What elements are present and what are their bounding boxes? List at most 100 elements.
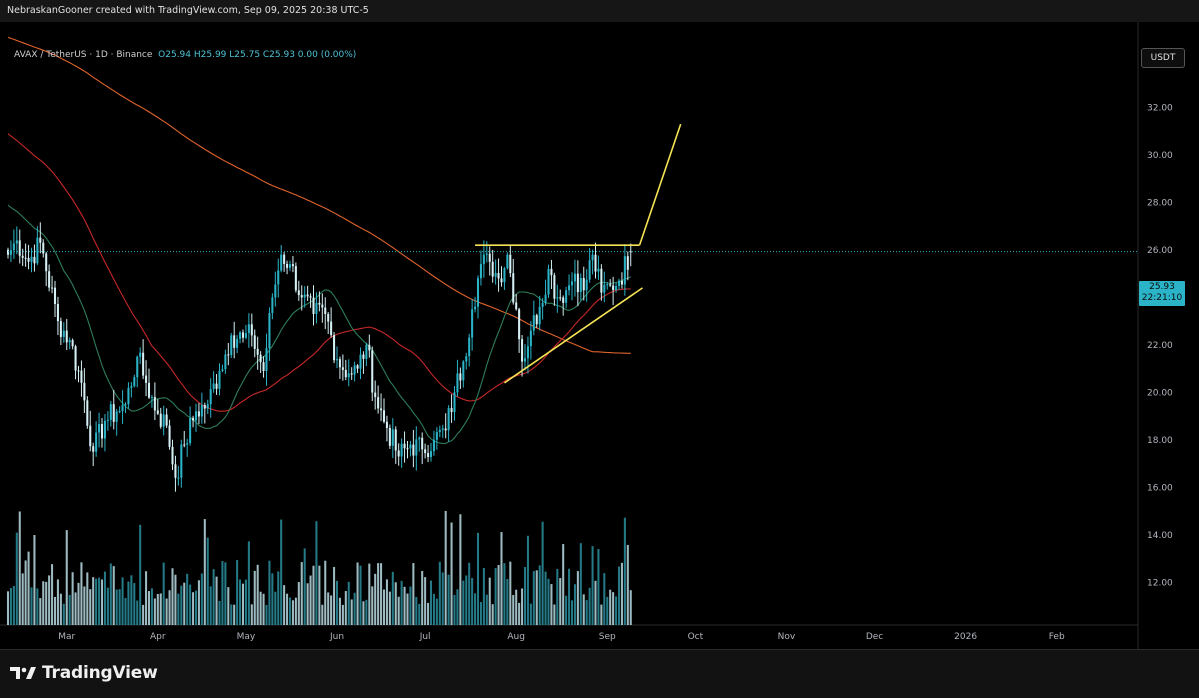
candle-body (491, 261, 494, 277)
candle (606, 282, 609, 290)
volume-bar (315, 521, 318, 625)
candle (523, 344, 527, 371)
candle (115, 408, 118, 436)
volume-bar (465, 575, 468, 625)
volume-bar (600, 604, 603, 625)
volume-bar (92, 577, 95, 625)
volume-bar (333, 566, 336, 625)
volume-bar (353, 592, 356, 625)
volume-bar (192, 592, 195, 625)
candle (212, 371, 215, 393)
volume-bar (535, 570, 538, 625)
volume-bar (377, 563, 380, 625)
volume-bar (291, 600, 294, 625)
volume-bar (89, 589, 92, 625)
candle (236, 335, 239, 354)
volume-bar (283, 585, 286, 625)
candle (303, 286, 306, 308)
candle (33, 244, 36, 272)
candle-body (194, 411, 198, 421)
candle-body (333, 335, 336, 361)
candle (174, 455, 177, 492)
candle (515, 293, 518, 311)
candle (468, 333, 471, 367)
candle (168, 419, 171, 450)
candle-body (218, 370, 221, 389)
candle (503, 266, 506, 290)
candle (565, 286, 568, 309)
candle-body (526, 346, 529, 359)
candle (579, 273, 582, 301)
volume-bar (300, 562, 303, 625)
volume-bar (330, 595, 333, 625)
candle (459, 367, 462, 389)
candle-body (133, 377, 136, 387)
candle (312, 285, 315, 326)
candle (227, 342, 230, 366)
candle (432, 430, 435, 456)
candle (86, 396, 89, 429)
candle-body (594, 254, 597, 272)
chart-svg[interactable]: 34.0032.0030.0028.0026.0024.0022.0020.00… (0, 22, 1199, 649)
volume-bar (133, 583, 136, 625)
candle (488, 246, 491, 276)
candle-body (145, 375, 148, 383)
candle-body (385, 421, 388, 428)
candle (297, 280, 300, 301)
candle-body (356, 365, 359, 369)
candle-body (435, 432, 438, 440)
volume-bar (230, 604, 233, 625)
candle (150, 394, 153, 408)
candle (145, 360, 148, 397)
volume-bar (582, 594, 585, 625)
candle-body (153, 397, 156, 411)
candle-body (239, 332, 242, 339)
volume-bar (479, 601, 482, 625)
candle-body (30, 256, 33, 262)
volume-bar (629, 590, 632, 625)
candle (156, 399, 159, 416)
volume-bar (397, 596, 400, 625)
volume-bar (306, 583, 309, 625)
volume-bar (626, 544, 629, 625)
drawing-trend-line (503, 287, 643, 384)
candle (197, 403, 200, 424)
candle-body (12, 243, 15, 251)
candle (500, 266, 503, 287)
currency-unit-button[interactable]: USDT (1141, 48, 1185, 68)
candle-body (588, 260, 591, 280)
volume-bar (538, 565, 541, 625)
volume-bar (280, 519, 283, 625)
candle-body (18, 240, 21, 256)
candle (573, 259, 576, 297)
volume-bar (447, 574, 450, 625)
candle-body (579, 278, 582, 293)
candle-body (585, 279, 588, 291)
volume-bar (362, 601, 365, 625)
volume-bar (62, 603, 65, 625)
candle-body (36, 237, 39, 264)
volume-bar (568, 568, 571, 625)
candle (309, 293, 312, 308)
chart-area[interactable]: 34.0032.0030.0028.0026.0024.0022.0020.00… (0, 22, 1199, 649)
candle (283, 251, 286, 272)
candle-body (171, 446, 174, 465)
candle-body (312, 297, 315, 315)
volume-bar (106, 587, 109, 625)
volume-bar (124, 597, 127, 625)
candle-body (291, 264, 294, 267)
candle-body (227, 354, 230, 356)
candle (380, 393, 383, 422)
candle (244, 324, 247, 340)
candle-body (150, 397, 153, 399)
volume-bar (15, 532, 18, 625)
volume-bar (435, 598, 438, 625)
y-tick-label: 20.00 (1147, 388, 1173, 398)
tradingview-brand[interactable]: TradingView (10, 663, 158, 683)
candle (48, 264, 51, 292)
candle (74, 344, 77, 380)
candle (412, 429, 415, 468)
candle-body (127, 387, 130, 405)
candle (268, 307, 271, 362)
volume-bar (215, 576, 218, 625)
